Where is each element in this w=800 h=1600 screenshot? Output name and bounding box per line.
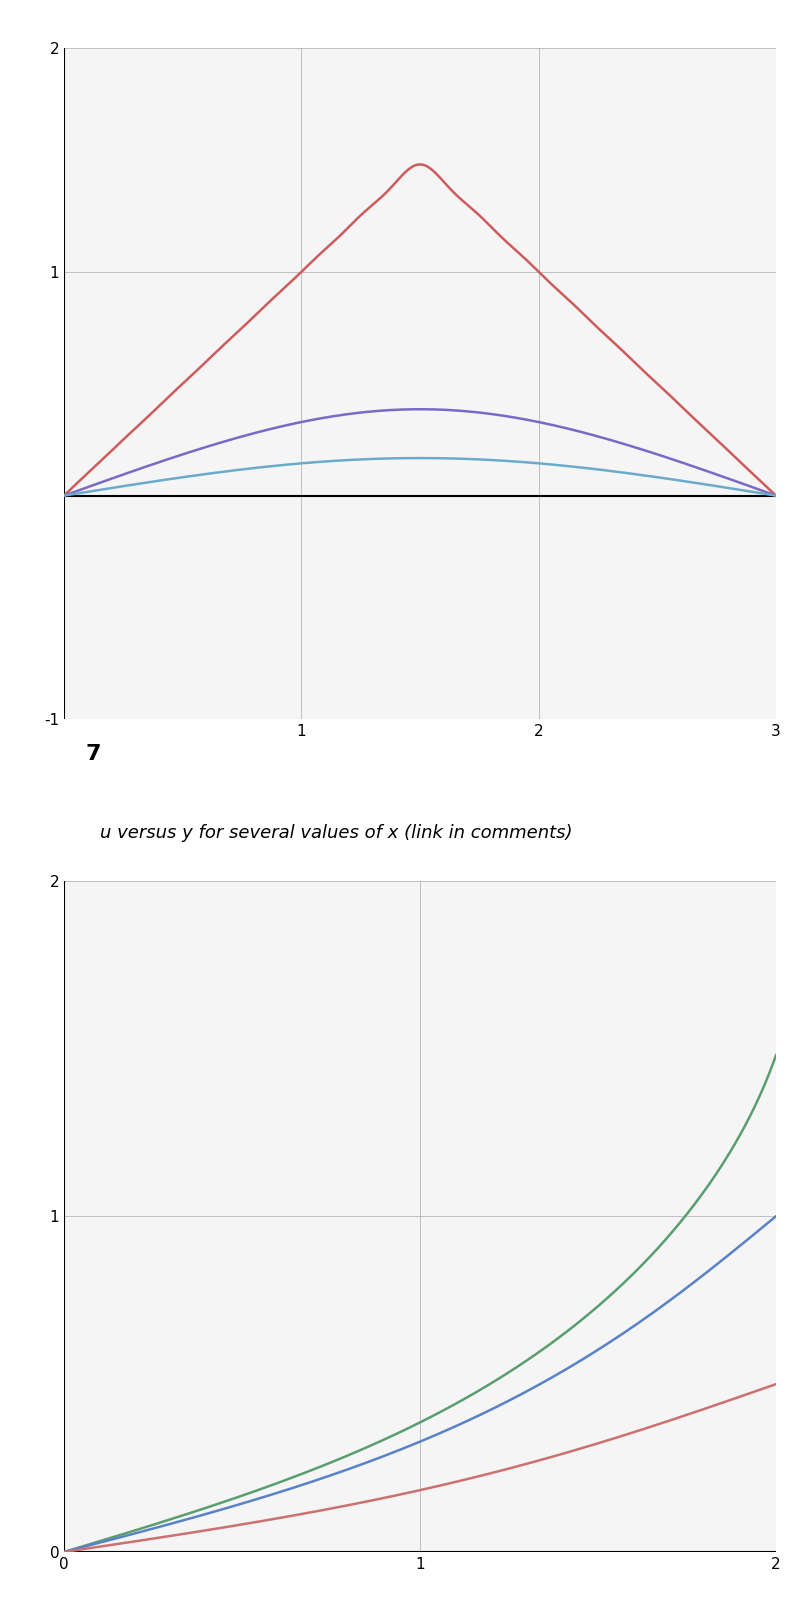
Text: 7: 7 [86,744,101,763]
Text: u versus y for several values of x (link in comments): u versus y for several values of x (link… [99,824,572,842]
